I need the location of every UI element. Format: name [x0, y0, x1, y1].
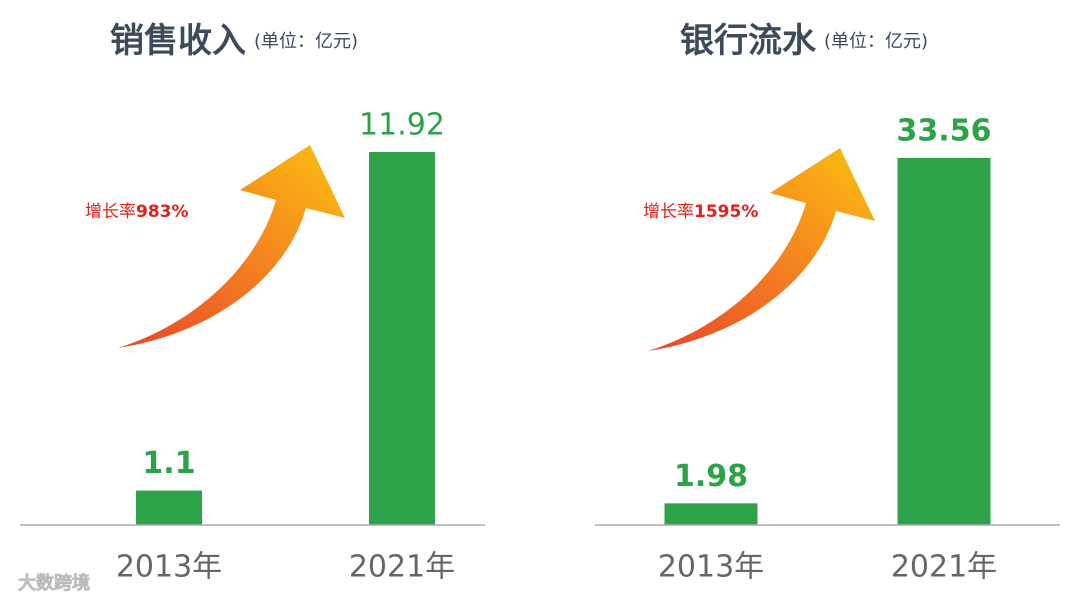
chart-title: 销售收入 (单位：亿元): [110, 21, 358, 61]
x-tick-label: 2013年: [116, 550, 222, 585]
subtitle: (单位：亿元): [254, 31, 358, 52]
annotation-label: 增长率: [85, 202, 136, 222]
title: 银行流水: [680, 21, 817, 61]
bar: [136, 490, 202, 525]
x-tick-label: 2021年: [349, 550, 455, 585]
annotation-label: 增长率: [643, 202, 694, 222]
chart-title: 银行流水 (单位：亿元): [680, 21, 928, 61]
annotation-value: 983%: [136, 202, 189, 222]
x-tick-label: 2021年: [891, 550, 997, 585]
watermark: 大数跨境: [18, 572, 90, 594]
x-tick-label: 2013年: [658, 550, 764, 585]
subtitle: (单位：亿元): [824, 31, 928, 52]
value-label: 1.98: [674, 459, 748, 494]
annotation-value: 1595%: [694, 202, 758, 222]
bar: [369, 152, 435, 525]
value-label: 1.1: [142, 446, 195, 481]
bar: [664, 503, 758, 525]
annotation: 增长率1595%: [643, 202, 758, 222]
value-label: 11.92: [359, 108, 445, 143]
arrow: [648, 148, 875, 351]
bar: [897, 158, 991, 525]
title: 销售收入: [110, 21, 246, 61]
value-label: 33.56: [897, 114, 992, 149]
arrow: [118, 145, 345, 348]
annotation: 增长率983%: [85, 202, 189, 222]
